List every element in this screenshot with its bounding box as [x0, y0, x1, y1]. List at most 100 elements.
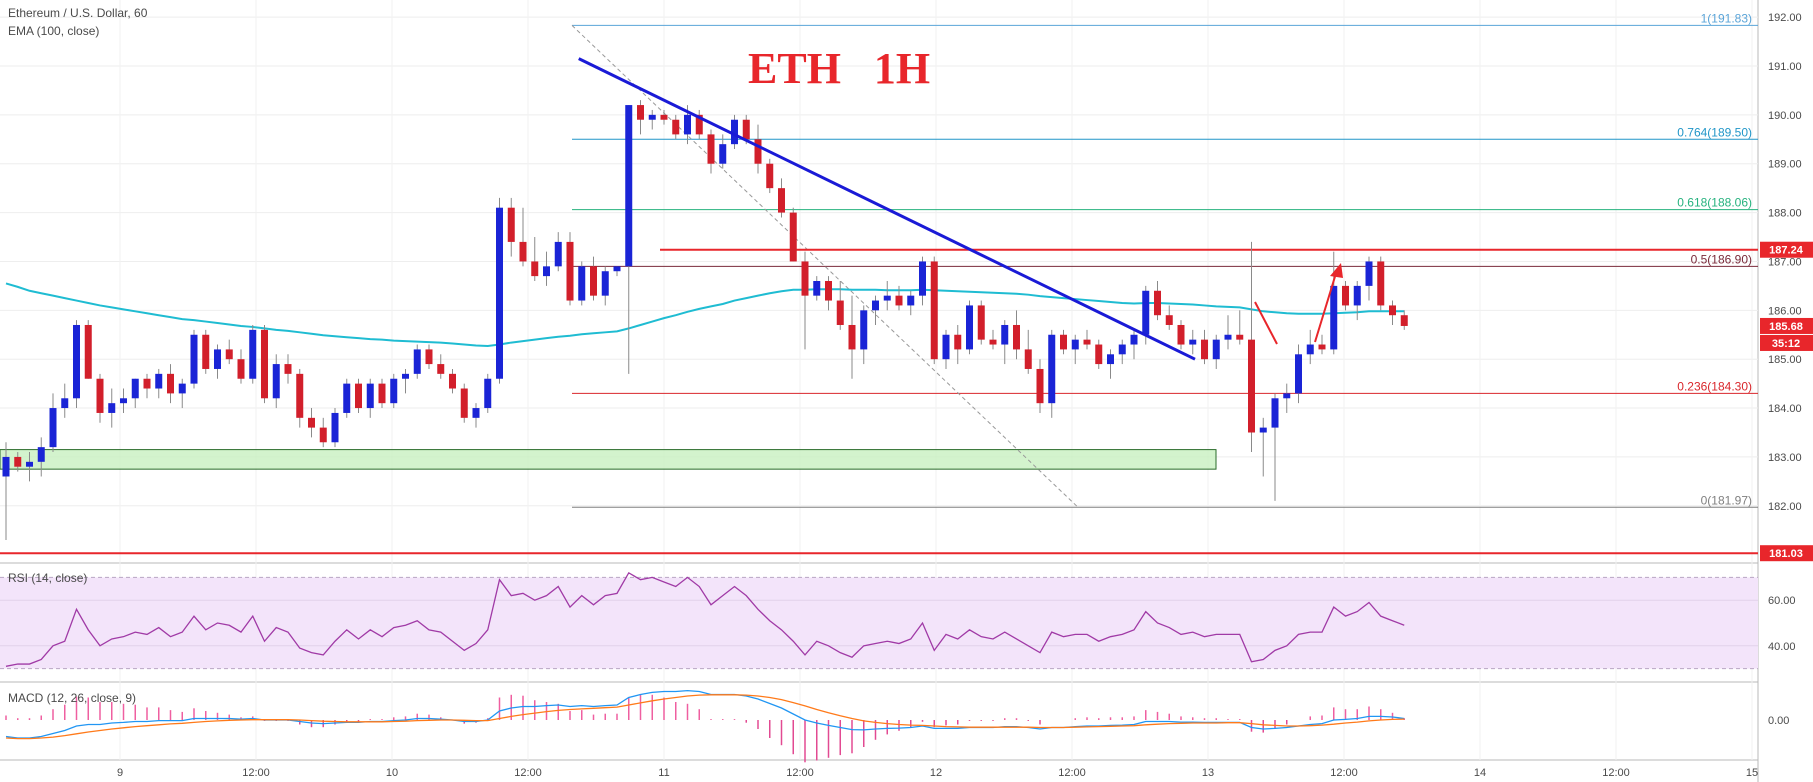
candle-body	[684, 114, 691, 135]
candle-body	[954, 334, 962, 350]
price-tag-label: 185.68	[1769, 321, 1803, 333]
fibonacci-layer: 1(191.83) 0.764(189.50) 0.618(188.06) 0.5(1…	[0, 11, 1758, 555]
candle-body	[2, 456, 10, 477]
candle-body	[613, 266, 621, 272]
projection-down-stroke	[1254, 301, 1278, 345]
candle-body	[378, 383, 386, 404]
candle-body	[96, 378, 104, 413]
fib-level-label: 1(191.83)	[1701, 11, 1752, 25]
rsi-tick-label: 40.00	[1768, 641, 1796, 653]
candle-body	[120, 398, 127, 404]
candle-body	[519, 241, 527, 262]
candle-body	[178, 383, 186, 394]
time-tick-label: 12:00	[242, 767, 270, 779]
signal-line	[5, 694, 1405, 740]
candle-body	[907, 295, 915, 306]
rsi-tick-label: 60.00	[1768, 595, 1796, 607]
axis-layer: 192.00 191.00 190.00 189.00 188.00 187.00 186.…	[117, 12, 1813, 779]
candle-body	[484, 378, 492, 409]
candle-body	[848, 324, 856, 350]
candle-body	[660, 114, 668, 120]
overlay-title: ETH 1H	[748, 44, 930, 93]
candle-body	[1001, 324, 1009, 345]
candle-body	[895, 295, 903, 306]
arrow-head-icon	[1330, 263, 1343, 278]
time-tick-label: 14	[1474, 767, 1486, 779]
candle-body	[237, 359, 245, 379]
candle-body	[1048, 334, 1056, 404]
candle-body	[1201, 339, 1208, 360]
candle-body	[167, 373, 174, 394]
time-tick-label: 12:00	[514, 767, 542, 779]
candle-body	[437, 364, 445, 374]
time-tick-label: 12:00	[1602, 767, 1630, 779]
price-tick-label: 189.00	[1768, 159, 1802, 171]
candle-body	[472, 408, 480, 418]
candle-body	[966, 305, 973, 350]
candle-body	[1013, 324, 1020, 350]
candle-body	[425, 349, 433, 365]
price-tick-label: 183.00	[1768, 452, 1802, 464]
macd-tick-label: 0.00	[1768, 715, 1789, 727]
price-tick-label: 190.00	[1768, 110, 1802, 122]
candle-body	[1130, 334, 1138, 345]
candle-body	[1271, 398, 1279, 428]
candle-body	[1165, 315, 1173, 325]
candle-body	[1142, 290, 1150, 335]
candle-body	[331, 412, 339, 443]
candle-body	[343, 383, 351, 413]
candle-body	[813, 281, 821, 296]
candle-body	[707, 134, 715, 164]
candle-body	[284, 364, 292, 374]
candle-body	[390, 378, 398, 404]
price-tick-label: 188.00	[1768, 208, 1802, 220]
price-tick-label: 186.00	[1768, 305, 1802, 317]
candle-body	[778, 188, 785, 213]
ema-layer	[5, 282, 1405, 347]
candle-body	[1365, 261, 1373, 286]
time-tick-label: 12:00	[1330, 767, 1358, 779]
price-tag	[1760, 241, 1813, 258]
candle-body	[1259, 427, 1267, 433]
price-tag-label: 187.24	[1769, 245, 1804, 257]
candle-body	[366, 383, 374, 409]
candle-body	[1036, 368, 1044, 404]
candle-body	[108, 403, 116, 413]
candle-body	[1107, 354, 1114, 365]
candle-body	[977, 305, 985, 340]
candle-body	[942, 334, 950, 360]
candle-body	[190, 334, 198, 384]
fib-level-label: 0.764(189.50)	[1677, 125, 1752, 139]
candle-body	[789, 212, 797, 262]
countdown-tag	[1760, 334, 1813, 351]
macd-line	[5, 689, 1405, 739]
candle-body	[402, 373, 409, 379]
candle-body	[1060, 334, 1067, 350]
candle-body	[590, 266, 597, 296]
candle-body	[26, 461, 33, 467]
symbol-title: Ethereum / U.S. Dollar, 60	[8, 6, 148, 20]
candle-body	[202, 334, 210, 369]
candle-body	[1095, 344, 1103, 365]
trendline-layer	[578, 57, 1196, 361]
candle-body	[836, 300, 844, 325]
time-tick-label: 9	[117, 767, 123, 779]
candle-body	[143, 378, 151, 389]
candle-body	[860, 310, 868, 350]
candle-body	[801, 261, 809, 296]
candle-body	[989, 339, 997, 345]
candle-body	[308, 417, 315, 428]
time-tick-label: 10	[386, 767, 398, 779]
candles-layer	[2, 100, 1408, 541]
candle-body	[719, 144, 727, 164]
candle-body	[155, 373, 163, 389]
candle-body	[825, 281, 832, 301]
candle-body	[695, 114, 703, 135]
candle-body	[742, 119, 750, 140]
candle-body	[1389, 305, 1396, 316]
price-tick-label: 185.00	[1768, 354, 1802, 366]
candle-body	[319, 427, 327, 443]
candle-body	[225, 349, 233, 360]
